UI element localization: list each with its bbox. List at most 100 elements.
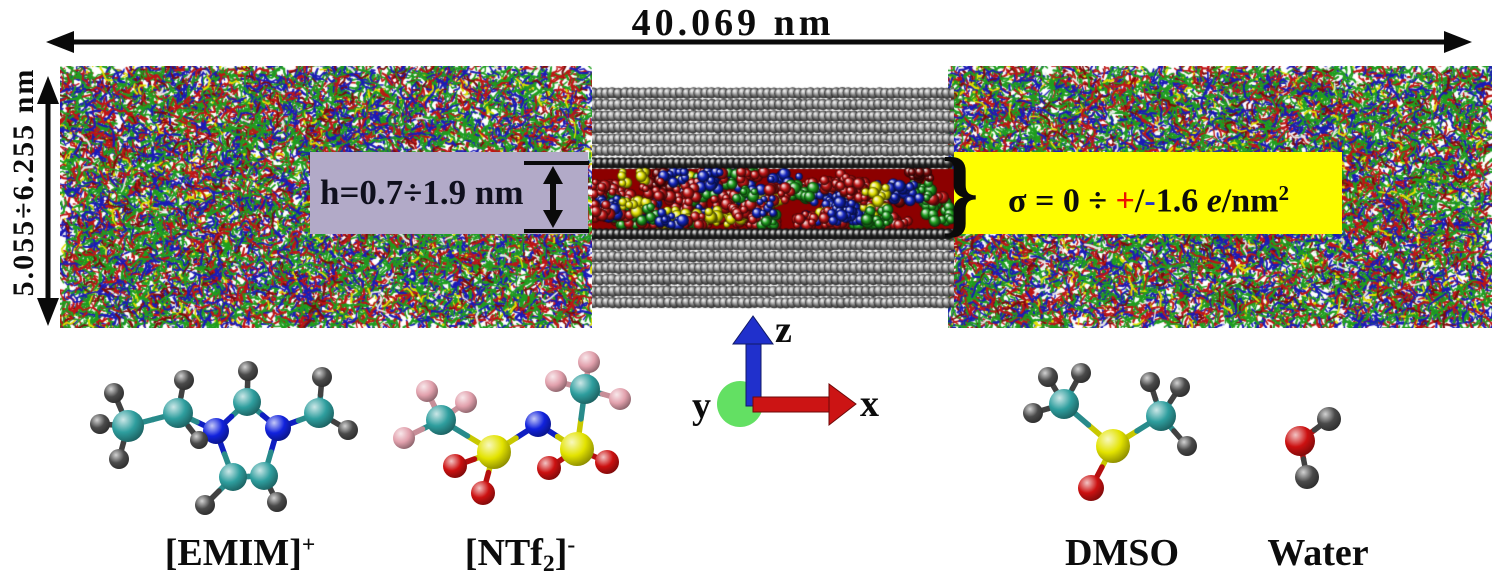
h-atom <box>109 449 129 469</box>
bond <box>452 456 478 469</box>
bond <box>513 421 541 441</box>
c-atom <box>426 405 456 435</box>
bond <box>125 416 156 429</box>
bond <box>295 410 322 424</box>
bond <box>419 417 444 432</box>
bond <box>275 417 302 431</box>
bond <box>116 439 127 462</box>
bond <box>485 449 497 476</box>
c-atom <box>1146 401 1176 431</box>
bond <box>185 423 202 443</box>
bond <box>244 368 251 390</box>
bond <box>546 455 566 471</box>
emim-label-main: [EMIM] <box>164 532 302 574</box>
n-atom <box>525 411 551 437</box>
bond <box>1297 427 1318 444</box>
bond <box>1147 379 1159 402</box>
bond <box>245 473 267 480</box>
h-atom <box>1023 403 1043 423</box>
bond <box>1311 416 1332 433</box>
bond <box>450 399 469 414</box>
h-atom <box>1170 377 1190 397</box>
ntf2-label-close: ] <box>554 532 568 574</box>
bond <box>1110 428 1140 449</box>
bond <box>1069 370 1084 392</box>
ntf2-label-sub: 2 <box>542 550 555 577</box>
c-atom <box>233 388 261 416</box>
c-atom <box>304 398 334 428</box>
bond <box>111 390 124 413</box>
surface-charge-label: σ = 0 ÷ +/-1.6 e/nm2 <box>1008 152 1289 234</box>
bond <box>228 399 250 420</box>
o-atom <box>443 454 467 478</box>
z-axis-label: z <box>775 309 792 351</box>
c-atom <box>1049 389 1079 419</box>
z-axis-arrow <box>745 341 762 407</box>
sigma-exponent: 2 <box>1278 181 1290 205</box>
bond <box>599 391 623 402</box>
emim-label: [EMIM]+ <box>130 531 350 575</box>
pore-gap-callout: h=0.7÷1.9 nm <box>310 152 588 234</box>
electron-symbol: e <box>1206 182 1222 220</box>
bond <box>267 486 280 505</box>
bond <box>424 388 437 409</box>
o-atom <box>1078 475 1104 501</box>
bond <box>1088 464 1105 491</box>
bond <box>1061 401 1092 428</box>
bond <box>268 425 281 455</box>
h-atom <box>190 431 208 449</box>
h-atom <box>195 495 215 515</box>
bond <box>175 393 184 416</box>
s-atom <box>560 432 594 466</box>
bond <box>261 473 274 492</box>
y-axis-label: y <box>692 385 711 427</box>
bond <box>553 378 574 388</box>
bond <box>120 423 131 446</box>
bond <box>560 446 580 462</box>
bond <box>1158 413 1177 434</box>
c-atom <box>570 374 600 404</box>
z-axis-arrowhead <box>732 315 774 345</box>
bond <box>175 410 192 430</box>
n-atom <box>203 418 229 444</box>
bond <box>316 410 337 425</box>
bond <box>1045 374 1059 394</box>
bond <box>244 383 251 405</box>
bond <box>535 421 561 440</box>
bond <box>584 359 592 379</box>
box-width-label: 40.069 nm <box>631 2 835 44</box>
o-atom <box>537 456 561 480</box>
bond <box>202 488 222 508</box>
bond <box>316 392 324 416</box>
bond <box>574 446 595 459</box>
bond <box>1152 396 1164 419</box>
bond <box>1167 384 1183 405</box>
bond <box>464 433 497 455</box>
emim-molecule <box>90 361 358 515</box>
c-atom <box>250 462 278 490</box>
bond <box>213 413 235 434</box>
f-atom <box>416 380 438 402</box>
bond <box>582 372 590 392</box>
h-atom <box>1071 363 1091 383</box>
bond <box>1134 413 1164 434</box>
sigma-value: 1.6 <box>1155 182 1207 220</box>
bond <box>431 402 444 423</box>
sigma-unit: /nm <box>1221 182 1279 220</box>
bond <box>97 421 117 428</box>
bond <box>118 406 131 429</box>
f-atom <box>393 427 415 449</box>
bond <box>1099 443 1116 470</box>
bond <box>438 417 471 439</box>
bond <box>259 412 281 431</box>
bond <box>216 474 236 494</box>
c-atom <box>219 463 247 491</box>
molecule-graphics <box>90 351 1341 515</box>
h-atom <box>104 383 124 403</box>
bond <box>491 435 519 455</box>
h-atom <box>174 370 194 390</box>
s-atom <box>477 435 511 469</box>
bond <box>401 426 426 441</box>
bond <box>244 399 266 418</box>
